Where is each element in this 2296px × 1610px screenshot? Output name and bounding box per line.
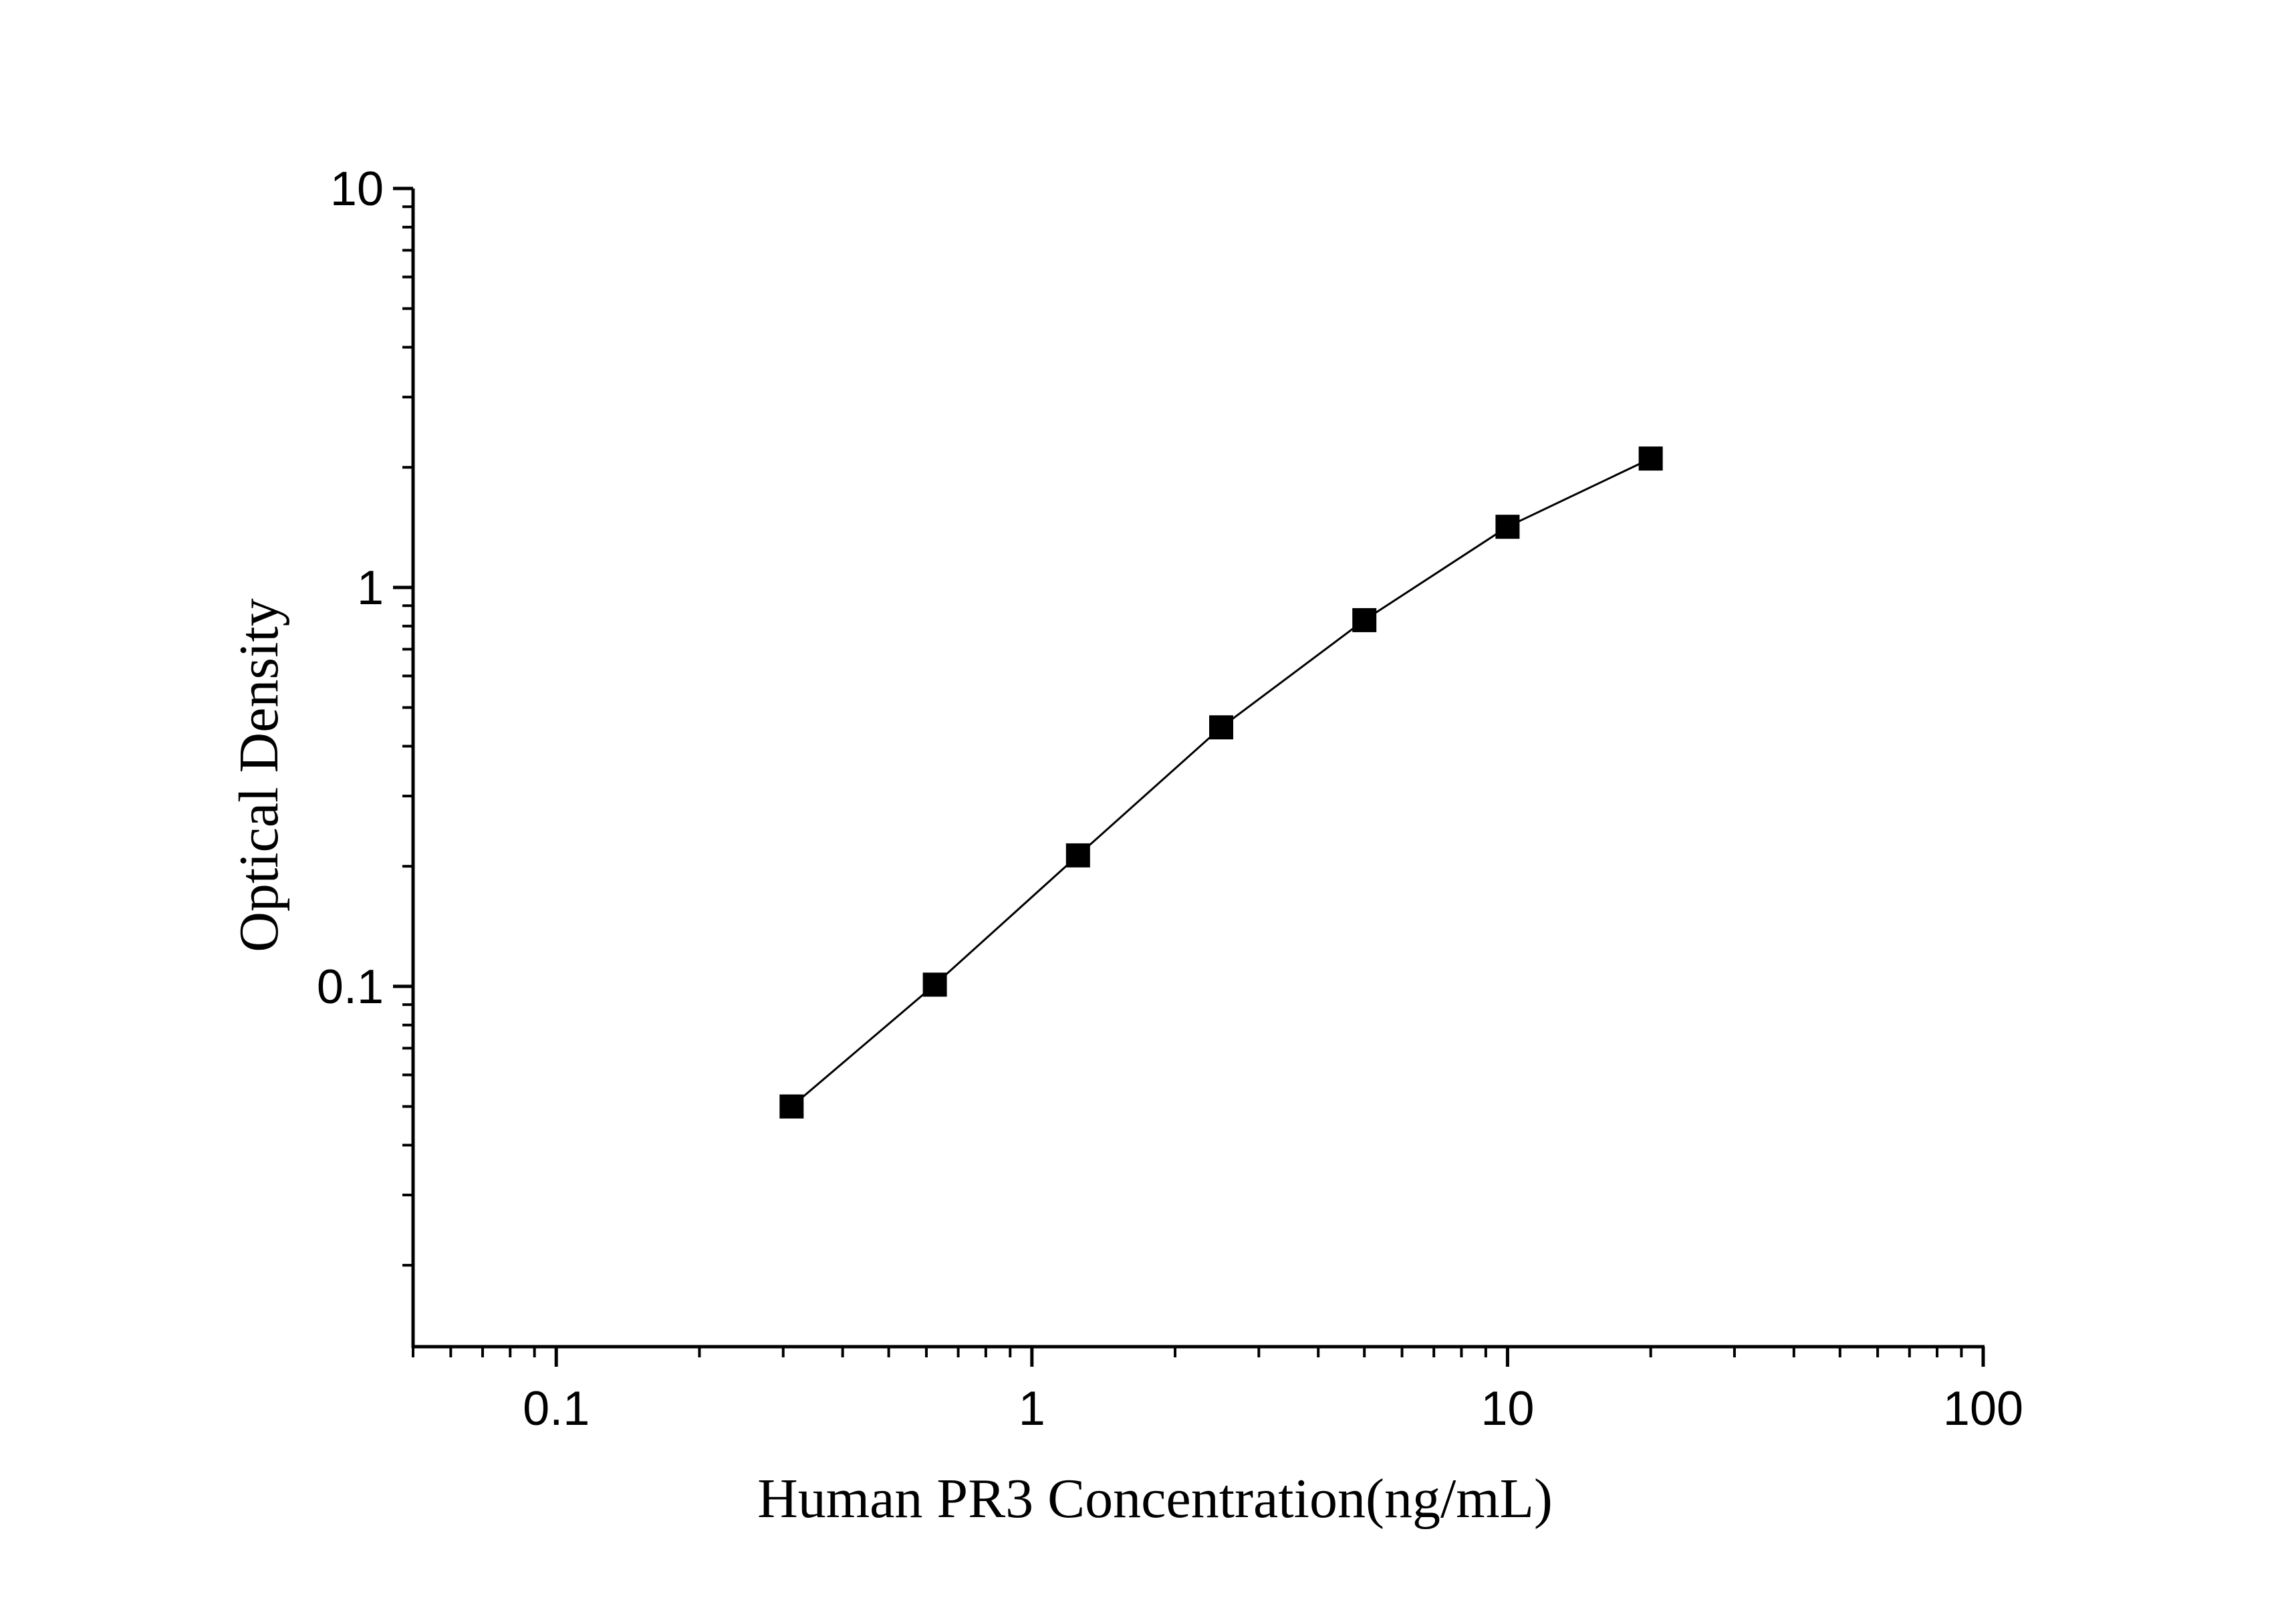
data-point <box>1638 446 1663 471</box>
x-tick-label: 0.1 <box>523 1382 590 1436</box>
axes <box>411 188 1985 1349</box>
data-point <box>1209 715 1233 740</box>
data-point <box>1495 515 1520 539</box>
data-point <box>1065 843 1090 867</box>
y-tick-label: 1 <box>357 561 384 615</box>
y-axis-title: Optical Density <box>228 598 290 952</box>
data-point <box>1352 608 1377 632</box>
data-point <box>779 1094 804 1119</box>
x-axis-title: Human PR3 Concentration(ng/mL) <box>757 1468 1553 1530</box>
data-point <box>922 972 947 997</box>
y-tick-label: 10 <box>330 162 384 216</box>
y-tick-label: 0.1 <box>317 960 384 1014</box>
series <box>779 446 1663 1119</box>
x-tick-label: 100 <box>1943 1382 2023 1436</box>
x-tick-label: 10 <box>1481 1382 1534 1436</box>
x-tick-label: 1 <box>1019 1382 1045 1436</box>
ticks: 0.1 1 10 100 0.1 1 10 <box>317 162 2023 1436</box>
